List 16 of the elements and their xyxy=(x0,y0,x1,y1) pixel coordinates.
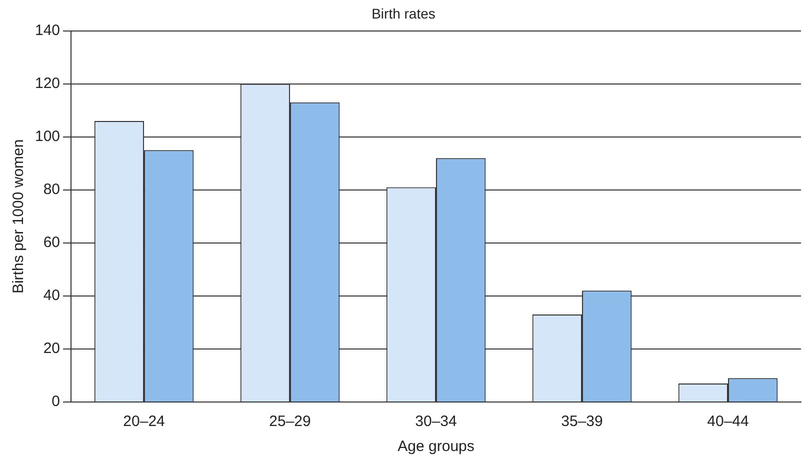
x-tick-label: 20–24 xyxy=(123,413,165,430)
x-tick-label: 40–44 xyxy=(707,413,749,430)
y-tick-label: 20 xyxy=(43,340,60,358)
y-tick-label: 60 xyxy=(43,234,60,252)
chart-title: Birth rates xyxy=(372,5,436,22)
y-axis-title: Births per 1000 women xyxy=(10,139,28,294)
y-tick-label: 80 xyxy=(43,181,60,198)
y-tick-label: 0 xyxy=(52,393,60,410)
y-tick-label: 140 xyxy=(34,22,60,39)
y-tick-label: 40 xyxy=(43,287,60,304)
y-tick-label: 100 xyxy=(34,128,60,145)
x-tick-label: 30–34 xyxy=(415,413,457,430)
x-tick-label: 35–39 xyxy=(561,413,603,430)
x-tick-label: 25–29 xyxy=(269,413,311,430)
x-axis-title: Age groups xyxy=(398,438,474,456)
y-tick-label: 120 xyxy=(34,74,60,92)
